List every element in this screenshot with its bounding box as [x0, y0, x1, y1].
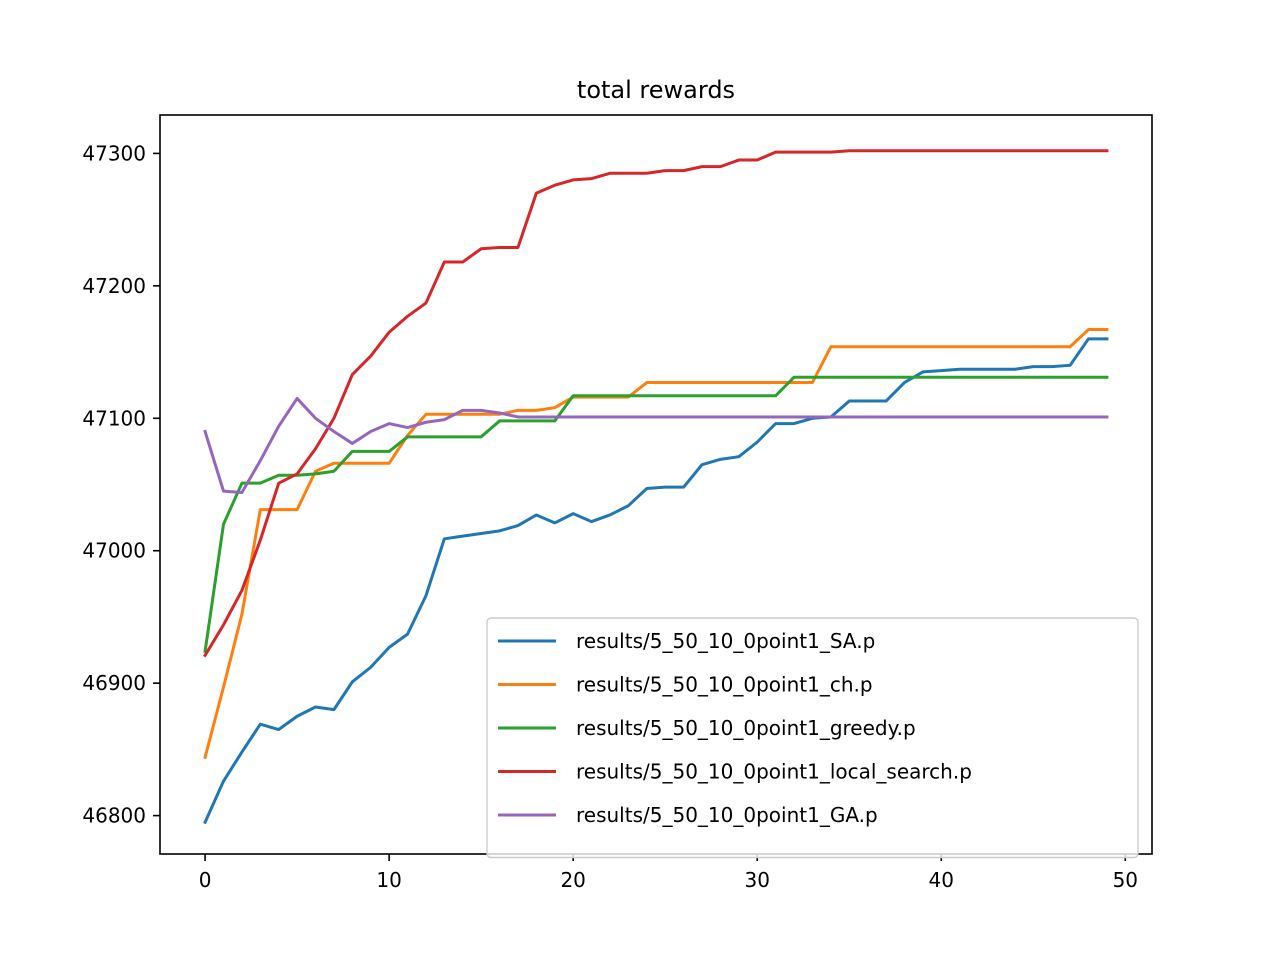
legend-label-2: results/5_50_10_0point1_ch.p: [576, 673, 873, 697]
chart-title: total rewards: [577, 76, 735, 104]
x-tick-label: 30: [744, 868, 769, 892]
y-tick-label: 46900: [82, 671, 146, 695]
x-tick-label: 20: [560, 868, 585, 892]
y-tick-label: 47300: [82, 141, 146, 165]
legend-box: [486, 617, 1139, 859]
legend-label-1: results/5_50_10_0point1_SA.p: [576, 629, 875, 653]
x-tick-label: 0: [199, 868, 212, 892]
series-line-1: [203, 337, 1109, 825]
y-tick-label: 47000: [82, 539, 146, 563]
legend: results/5_50_10_0point1_SA.p results/5_50…: [486, 617, 1139, 859]
legend-label-3: results/5_50_10_0point1_greedy.p: [576, 716, 916, 740]
x-tick-label: 10: [376, 868, 401, 892]
axes: 0 10 20 30 40 50 46800 46900 47000 47100 47200 4730…: [82, 114, 1153, 892]
legend-label-4: results/5_50_10_0point1_local_search.p: [576, 760, 972, 784]
y-tick-label: 47200: [82, 274, 146, 298]
series-line-4: [203, 149, 1109, 658]
x-tick-label: 50: [1113, 868, 1138, 892]
series-line-2: [203, 328, 1109, 760]
series-line-3: [203, 375, 1109, 654]
y-tick-label: 47100: [82, 406, 146, 430]
plot-area: [203, 149, 1109, 825]
y-tick-label: 46800: [82, 804, 146, 828]
legend-label-5: results/5_50_10_0point1_GA.p: [576, 803, 878, 827]
series-line-5: [203, 396, 1109, 494]
x-tick-label: 40: [929, 868, 954, 892]
